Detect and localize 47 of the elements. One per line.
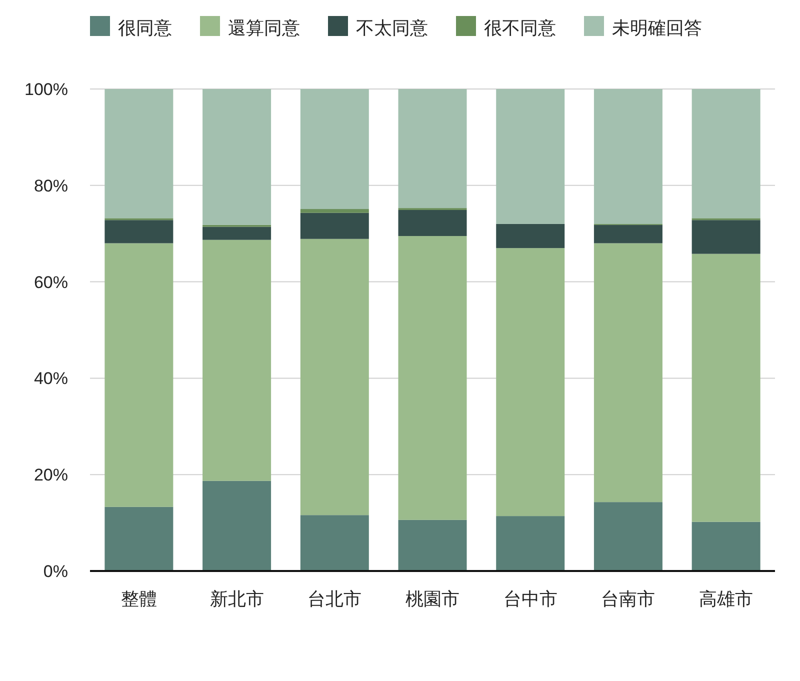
bar [398, 236, 467, 520]
bar [104, 243, 174, 507]
bar [398, 210, 467, 236]
y-tick-label: 80% [34, 176, 68, 196]
legend-label: 未明確回答 [612, 18, 702, 38]
legend-label: 很不同意 [484, 18, 556, 38]
y-tick-label: 20% [34, 466, 68, 485]
bar [202, 226, 272, 240]
bar [692, 220, 760, 254]
bar [202, 240, 272, 481]
x-tick-label: 台北市 [308, 589, 362, 609]
bar [202, 480, 272, 571]
x-tick-label: 台中市 [503, 589, 558, 609]
legend-label: 還算同意 [228, 18, 300, 38]
bar [398, 520, 467, 571]
bar [496, 516, 565, 571]
bar [104, 506, 174, 571]
bar [398, 89, 467, 208]
bar [594, 243, 662, 502]
legend-label: 不太同意 [356, 18, 428, 38]
x-tick-label: 高雄市 [699, 589, 754, 609]
bar [300, 89, 369, 210]
bar [300, 212, 369, 239]
x-tick-label: 新北市 [210, 589, 264, 609]
legend-label: 很同意 [118, 18, 172, 38]
x-tick-label: 台南市 [601, 589, 656, 609]
y-tick-label: 0% [43, 562, 68, 581]
bar [496, 224, 565, 248]
y-tick-label: 60% [34, 272, 68, 292]
bar [692, 254, 760, 522]
bar [692, 522, 760, 571]
bar [692, 89, 760, 218]
bar [594, 224, 662, 244]
bar [104, 89, 174, 218]
bar [496, 89, 565, 224]
bar [594, 89, 662, 224]
bar [300, 515, 369, 571]
bar [104, 220, 174, 244]
bar [202, 89, 272, 225]
x-tick-label: 整體 [120, 589, 157, 609]
bar [300, 238, 369, 516]
bar [496, 248, 565, 516]
y-tick-label: 40% [34, 369, 68, 388]
y-tick-label: 100% [24, 80, 68, 99]
x-tick-label: 桃園市 [406, 589, 460, 609]
bar [594, 502, 662, 571]
bar [300, 209, 369, 213]
